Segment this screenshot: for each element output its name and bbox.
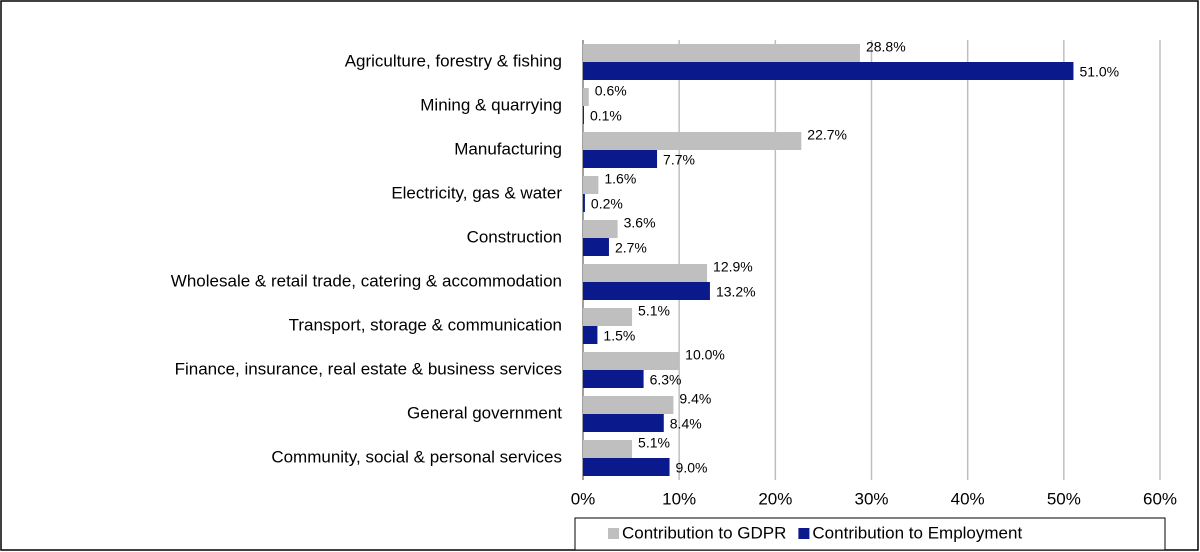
category-label: Agriculture, forestry & fishing [345,51,562,70]
bar [583,308,633,326]
category-label: Finance, insurance, real estate & busine… [175,359,562,378]
value-label: 0.2% [591,196,623,212]
value-label: 1.6% [604,171,636,187]
legend-label: Contribution to GDPR [622,523,786,542]
bar [583,326,598,344]
x-tick-label: 20% [758,489,792,508]
bar [583,264,708,282]
legend-label: Contribution to Employment [812,523,1022,542]
value-label: 22.7% [807,127,847,143]
x-tick-label: 0% [571,489,596,508]
value-label: 6.3% [650,372,682,388]
value-label: 3.6% [624,215,656,231]
x-tick-label: 50% [1047,489,1081,508]
category-label: Transport, storage & communication [289,315,562,334]
value-label: 7.7% [663,152,695,168]
bar [583,150,658,168]
bar [583,176,599,194]
value-label: 5.1% [638,435,670,451]
value-label: 2.7% [615,240,647,256]
bar [583,396,674,414]
value-label: 51.0% [1079,64,1119,80]
bar [583,282,710,300]
category-label: Construction [467,227,562,246]
bar [583,44,860,62]
x-tick-label: 30% [854,489,888,508]
value-label: 12.9% [713,259,753,275]
x-tick-label: 40% [951,489,985,508]
category-label: Manufacturing [454,139,562,158]
value-label: 5.1% [638,303,670,319]
value-label: 10.0% [685,347,725,363]
value-label: 0.1% [590,108,622,124]
x-tick-label: 60% [1143,489,1177,508]
x-tick-label: 10% [662,489,696,508]
value-label: 13.2% [716,284,756,300]
category-label: General government [407,403,562,422]
bar [583,220,618,238]
bar [583,62,1074,80]
bar [583,440,633,458]
category-label: Wholesale & retail trade, catering & acc… [171,271,562,290]
legend-box [574,517,1166,551]
legend-swatch [608,528,619,539]
bar [583,414,664,432]
bar [583,106,584,124]
bar [583,194,585,212]
category-label: Mining & quarrying [420,95,562,114]
bar [583,88,589,106]
value-label: 9.4% [679,391,711,407]
category-label: Electricity, gas & water [391,183,562,202]
bar [583,238,609,256]
bar [583,352,680,370]
legend-swatch [798,528,810,539]
category-label: Community, social & personal services [271,447,562,466]
value-label: 8.4% [670,416,702,432]
value-label: 0.6% [595,83,627,99]
value-label: 1.5% [603,328,635,344]
bar [583,132,802,150]
bar [583,458,670,476]
value-label: 28.8% [866,39,906,55]
bar [583,370,644,388]
value-label: 9.0% [676,460,708,476]
